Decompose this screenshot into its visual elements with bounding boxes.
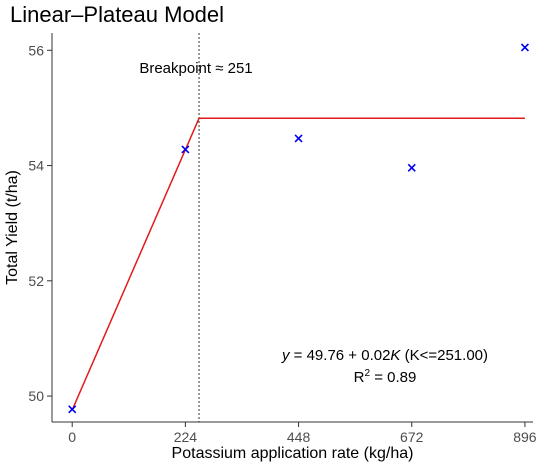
x-tick-label: 448 [287,429,311,445]
data-point-stroke [407,163,416,172]
data-point-stroke [294,134,303,143]
data-point [68,405,77,414]
x-ticks: 0 224 448 672 896 [68,422,537,445]
data-point [294,134,303,143]
plot-area: 0 224 448 672 896 50 52 54 56 [28,33,537,445]
data-point [407,163,416,172]
equation-k-var: K [390,347,401,364]
y-ticks: 50 52 54 56 [28,42,52,404]
r2-superscript: 2 [364,368,370,379]
data-point-stroke [520,43,529,52]
data-point-stroke [68,405,77,414]
x-tick-label: 896 [513,429,537,445]
r2-prefix: R [354,369,365,386]
x-axis-title: Potassium application rate (kg/ha) [172,445,414,462]
x-tick-label: 672 [400,429,424,445]
data-point-stroke [181,145,190,154]
y-axis-title: Total Yield (t/ha) [4,170,21,285]
fit-equation: y = 49.76 + 0.02K (K<=251.00) [281,347,488,364]
fit-line [71,117,525,411]
equation-y-var: y [281,347,291,364]
breakpoint-label: Breakpoint ≈ 251 [139,60,252,77]
equation-middle: = 49.76 + 0.02 [290,347,391,364]
chart-title: Linear–Plateau Model [10,2,224,27]
r2-suffix: = 0.89 [370,369,416,386]
data-points [68,43,529,414]
x-tick-label: 224 [174,429,198,445]
data-point [181,145,190,154]
y-tick-label: 50 [28,388,44,404]
y-tick-label: 56 [28,42,44,58]
data-point [520,43,529,52]
y-tick-label: 52 [28,273,44,289]
x-tick-label: 0 [68,429,76,445]
r-squared-label: R2 = 0.89 [354,368,417,386]
y-tick-label: 54 [28,158,44,174]
equation-tail: (K<=251.00) [400,347,488,364]
